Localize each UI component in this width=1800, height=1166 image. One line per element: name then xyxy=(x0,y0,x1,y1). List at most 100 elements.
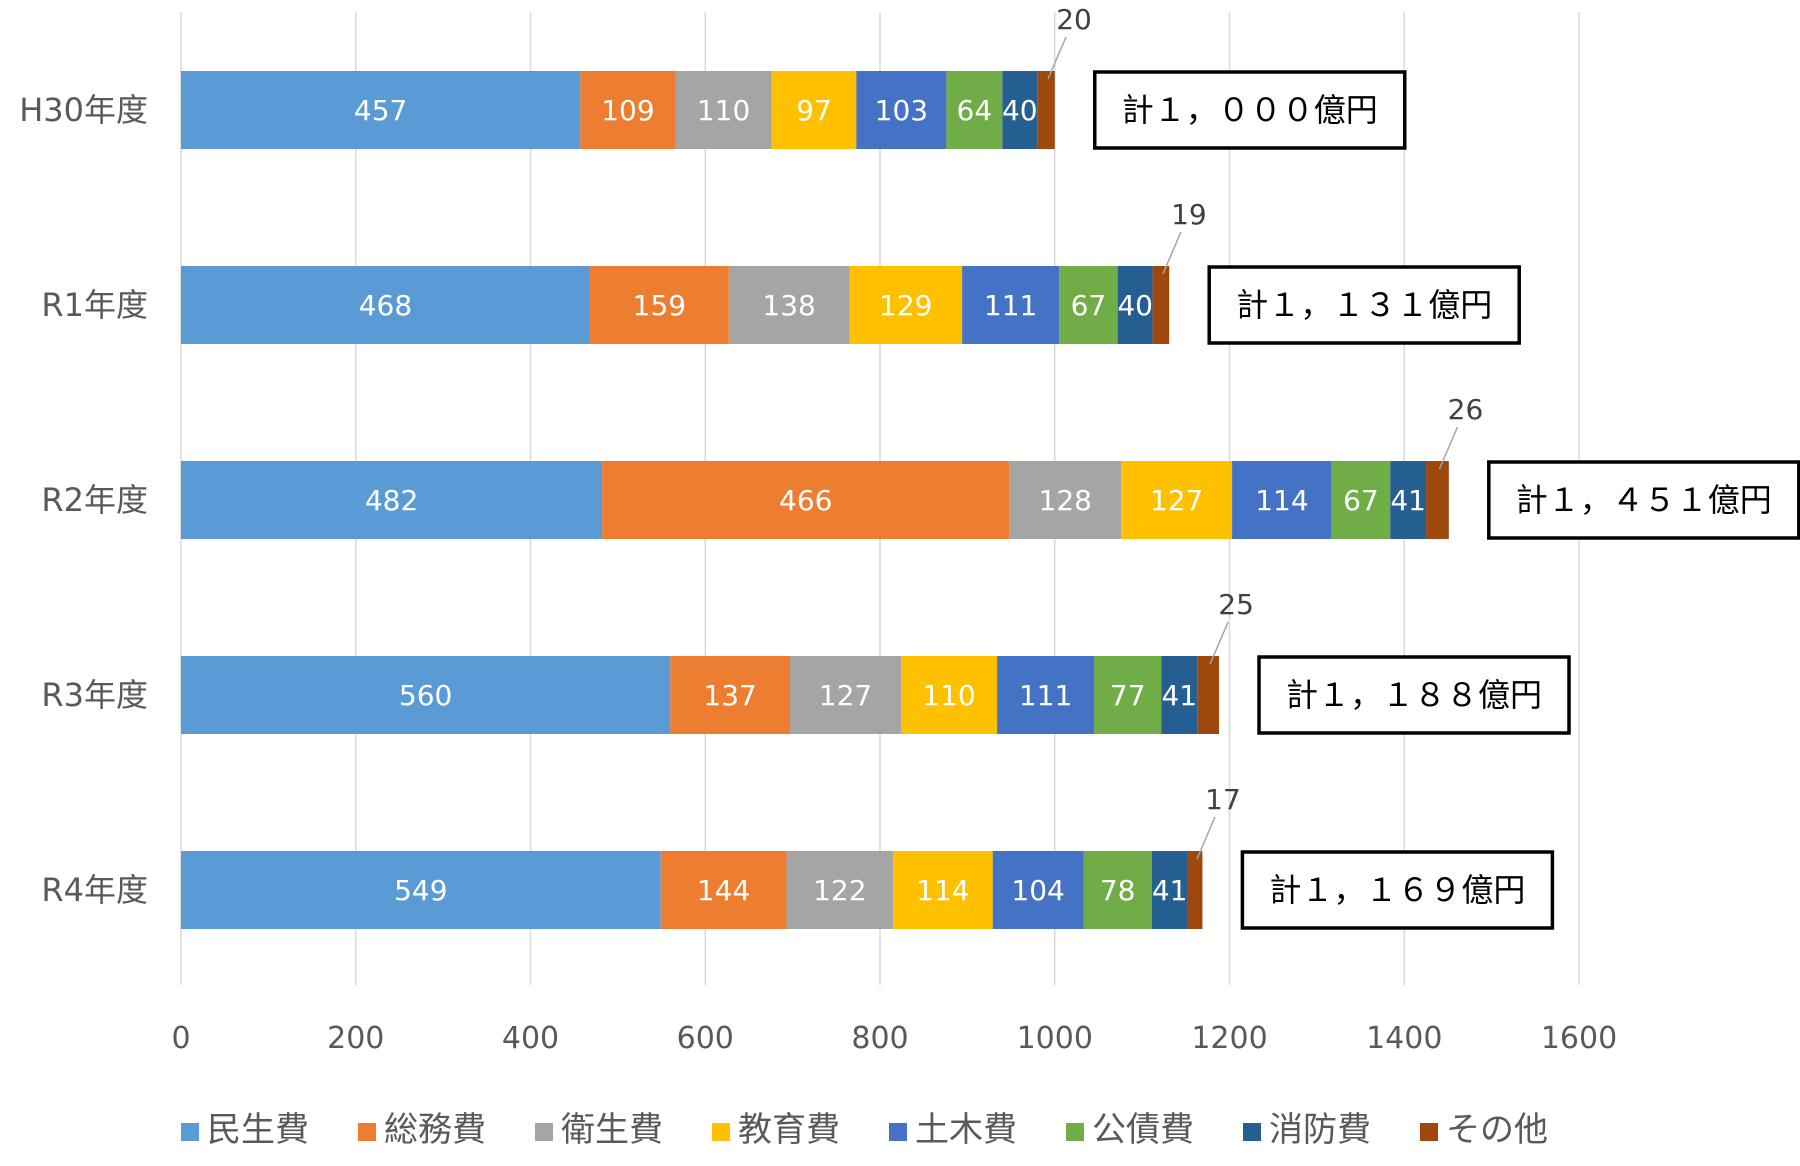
data-label: 103 xyxy=(875,94,928,127)
data-label: 41 xyxy=(1152,874,1188,907)
legend-swatch xyxy=(1243,1123,1261,1141)
callout-leader xyxy=(1209,621,1229,665)
bar-segment xyxy=(1187,851,1203,929)
total-box xyxy=(1257,655,1571,735)
bar-segment xyxy=(1037,71,1055,149)
data-label: 111 xyxy=(984,289,1037,322)
total-box xyxy=(1487,460,1800,540)
value-axis: 0 200 400 600 800 1000 1200 1400 1600 xyxy=(171,1021,1617,1056)
bar-segment xyxy=(181,851,661,929)
legend-label: 民生費 xyxy=(207,1110,309,1150)
category-label: R4年度 xyxy=(41,871,148,909)
legend-label: 教育費 xyxy=(738,1110,840,1150)
data-label: 466 xyxy=(779,484,832,517)
data-label: 67 xyxy=(1343,484,1379,517)
bar-segment xyxy=(1232,461,1332,539)
bar-segment xyxy=(1331,461,1391,539)
bar-segment xyxy=(181,656,671,734)
data-label: 468 xyxy=(359,289,412,322)
data-label: 114 xyxy=(1255,484,1308,517)
bar-segment xyxy=(1002,71,1038,149)
total-label: 計１，１８８億円 xyxy=(1286,676,1542,714)
data-label: 104 xyxy=(1011,874,1064,907)
bar-segment xyxy=(992,851,1084,929)
bar-segment xyxy=(1197,656,1220,734)
bar-segment xyxy=(790,656,901,734)
data-label: 97 xyxy=(796,94,832,127)
bar-segment xyxy=(1117,266,1153,344)
bar-segment xyxy=(660,851,787,929)
category-label: R1年度 xyxy=(41,286,148,324)
bar-segment xyxy=(1059,266,1118,344)
bar-segment xyxy=(849,266,963,344)
data-label: 127 xyxy=(1150,484,1203,517)
x-tick-label: 400 xyxy=(502,1021,559,1056)
data-label: 77 xyxy=(1110,679,1146,712)
x-tick-label: 1000 xyxy=(1017,1021,1093,1056)
bar-segment xyxy=(181,71,581,149)
data-label: 560 xyxy=(399,679,452,712)
bar-segment xyxy=(1151,851,1188,929)
x-tick-label: 800 xyxy=(851,1021,908,1056)
data-label: 109 xyxy=(601,94,654,127)
bar-segment xyxy=(1094,656,1162,734)
bar-segment xyxy=(771,71,857,149)
bar-segment xyxy=(1083,851,1152,929)
data-label: 127 xyxy=(819,679,872,712)
bar-segment xyxy=(1121,461,1233,539)
x-tick-label: 200 xyxy=(327,1021,384,1056)
data-label: 137 xyxy=(703,679,756,712)
data-label-callout: 26 xyxy=(1448,393,1484,426)
legend-label: 土木費 xyxy=(915,1110,1017,1150)
data-label: 78 xyxy=(1100,874,1136,907)
data-label: 138 xyxy=(762,289,815,322)
bar-segment xyxy=(997,656,1095,734)
data-label-callout: 20 xyxy=(1056,3,1092,36)
legend-swatch xyxy=(712,1123,730,1141)
bar-segment xyxy=(602,461,1010,539)
bar-segment xyxy=(1390,461,1427,539)
legend-swatch xyxy=(889,1123,907,1141)
data-label-callout: 19 xyxy=(1171,198,1207,231)
total-box xyxy=(1207,265,1521,345)
data-labels: 457 109 110 97 103 64 40 20 468 159 138 129 111 67 40 1… xyxy=(354,3,1483,907)
total-label: 計１，１６９億円 xyxy=(1269,871,1525,909)
bar-segment xyxy=(893,851,993,929)
callout-leader xyxy=(1162,231,1182,275)
legend-swatch xyxy=(1066,1123,1084,1141)
legend-label: その他 xyxy=(1446,1110,1548,1150)
data-label-callout: 25 xyxy=(1218,588,1254,621)
data-label: 40 xyxy=(1002,94,1038,127)
data-label: 41 xyxy=(1390,484,1426,517)
bar-segment xyxy=(1152,266,1170,344)
data-label: 549 xyxy=(394,874,447,907)
legend-label: 総務費 xyxy=(384,1110,486,1150)
data-label: 159 xyxy=(633,289,686,322)
legend: 民生費 総務費 衛生費 教育費 土木費 公債費 消防費 その他 xyxy=(181,1110,1548,1150)
data-label-callout: 17 xyxy=(1205,783,1241,816)
bars xyxy=(181,71,1449,929)
data-label: 111 xyxy=(1019,679,1072,712)
category-label: R2年度 xyxy=(41,481,148,519)
bar-segment xyxy=(728,266,850,344)
data-label: 41 xyxy=(1161,679,1197,712)
bar-segment xyxy=(900,656,998,734)
bar-segment xyxy=(1161,656,1198,734)
data-label: 110 xyxy=(922,679,975,712)
data-label: 128 xyxy=(1039,484,1092,517)
legend-label: 消防費 xyxy=(1269,1110,1371,1150)
data-label: 457 xyxy=(354,94,407,127)
callout-leader xyxy=(1196,816,1216,860)
callout-leader xyxy=(1438,426,1459,470)
data-label: 482 xyxy=(365,484,418,517)
total-label: 計１，４５１億円 xyxy=(1516,481,1772,519)
bar-segment xyxy=(670,656,791,734)
legend-swatch xyxy=(181,1123,199,1141)
data-label: 67 xyxy=(1071,289,1107,322)
bar-segment xyxy=(962,266,1060,344)
bar-segment xyxy=(580,71,676,149)
data-label: 40 xyxy=(1117,289,1153,322)
total-label: 計１，１３１億円 xyxy=(1236,286,1492,324)
